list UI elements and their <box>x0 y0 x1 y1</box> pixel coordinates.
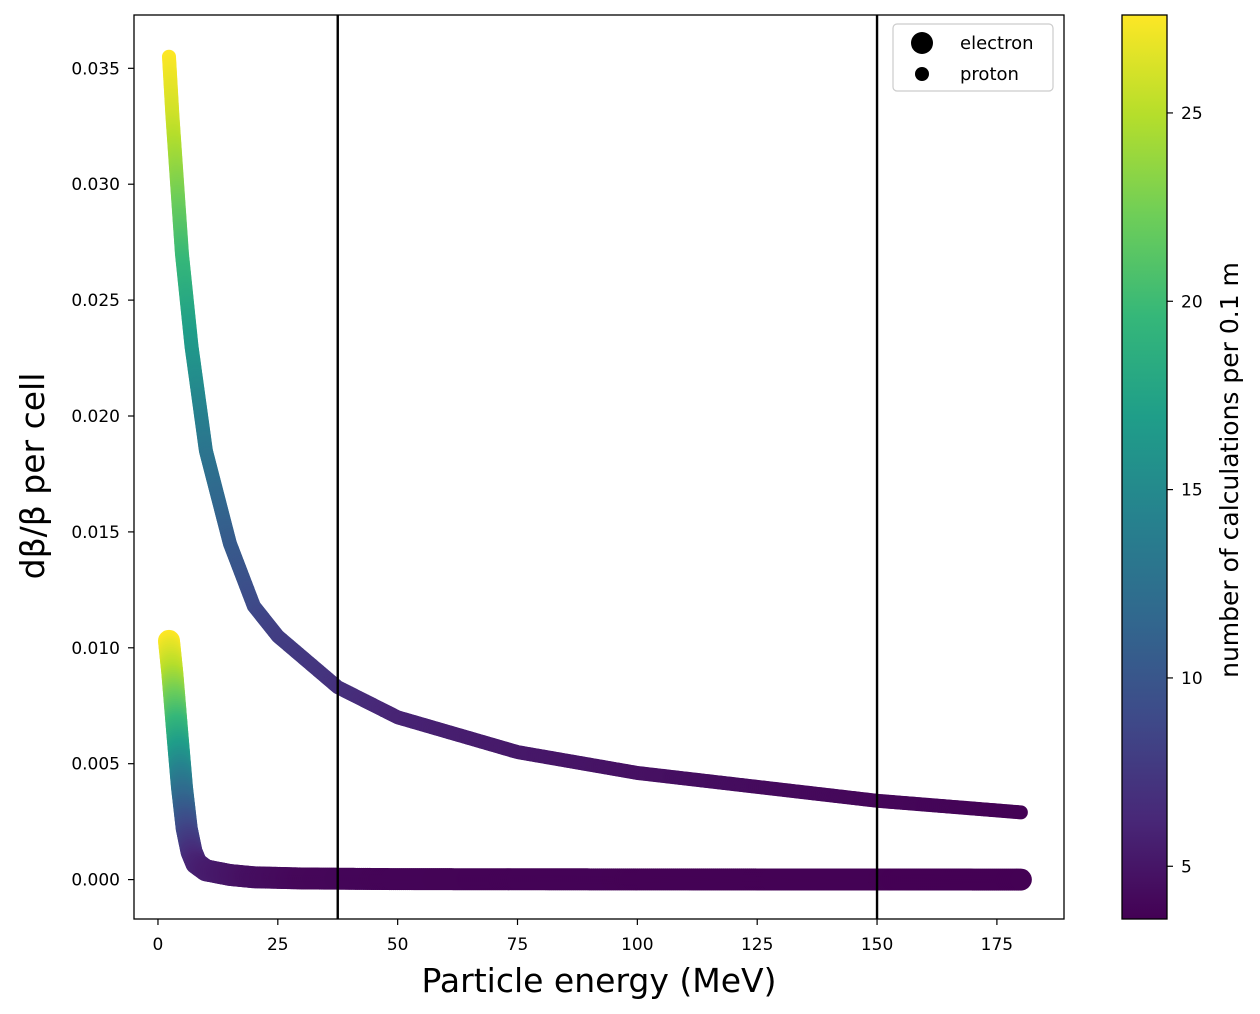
plot-frame <box>133 14 1065 920</box>
colorbar-gradient-bar <box>1121 14 1168 920</box>
x-tick-label: 175 <box>981 935 1013 955</box>
colorbar-tick-label: 20 <box>1181 292 1203 312</box>
legend-marker-electron <box>911 32 933 54</box>
proton-marker <box>1013 805 1028 820</box>
series-proton <box>161 49 1028 820</box>
x-tick-label: 25 <box>267 935 289 955</box>
x-axis-title: Particle energy (MeV) <box>422 961 777 1000</box>
colorbar-tick-label: 5 <box>1181 857 1192 877</box>
y-tick-label: 0.035 <box>71 59 120 79</box>
legend[interactable]: electron proton <box>892 23 1054 92</box>
plot-background <box>134 15 1064 919</box>
vertical-lines <box>336 15 879 919</box>
x-tick-label: 125 <box>741 935 773 955</box>
y-tick-label: 0.005 <box>71 755 120 775</box>
series-electron <box>157 629 1032 891</box>
y-tick-label: 0.025 <box>71 291 120 311</box>
legend-label-electron: electron <box>960 33 1034 54</box>
y-tick-label: 0.020 <box>71 407 120 427</box>
x-tick-label: 100 <box>621 935 653 955</box>
x-axis-ticks: 0 25 50 75 100 125 150 175 <box>153 919 1013 955</box>
colorbar: 5 10 15 20 25 number of calculations per 0.1… <box>1121 14 1244 920</box>
colorbar-tick-label: 15 <box>1181 481 1203 501</box>
y-tick-label: 0.010 <box>71 639 120 659</box>
x-tick-label: 75 <box>507 935 529 955</box>
x-tick-label: 0 <box>153 935 164 955</box>
colorbar-title: number of calculations per 0.1 m <box>1215 262 1244 678</box>
y-tick-label: 0.000 <box>71 871 120 891</box>
colorbar-tick-label: 25 <box>1181 104 1203 124</box>
plot-area <box>133 14 1065 920</box>
legend-box <box>892 23 1054 92</box>
x-tick-label: 50 <box>387 935 409 955</box>
electron-marker <box>1009 868 1032 891</box>
y-tick-label: 0.030 <box>71 175 120 195</box>
legend-marker-proton <box>915 67 929 81</box>
y-axis-title: dβ/β per cell <box>13 373 52 580</box>
y-tick-label: 0.015 <box>71 523 120 543</box>
colorbar-ticks: 5 10 15 20 25 <box>1167 104 1203 877</box>
x-tick-label: 150 <box>861 935 893 955</box>
legend-label-proton: proton <box>960 64 1019 85</box>
colorbar-tick-label: 10 <box>1181 669 1203 689</box>
y-axis-ticks: 0.000 0.005 0.010 0.015 0.020 0.025 0.030 0.035 <box>71 59 134 891</box>
